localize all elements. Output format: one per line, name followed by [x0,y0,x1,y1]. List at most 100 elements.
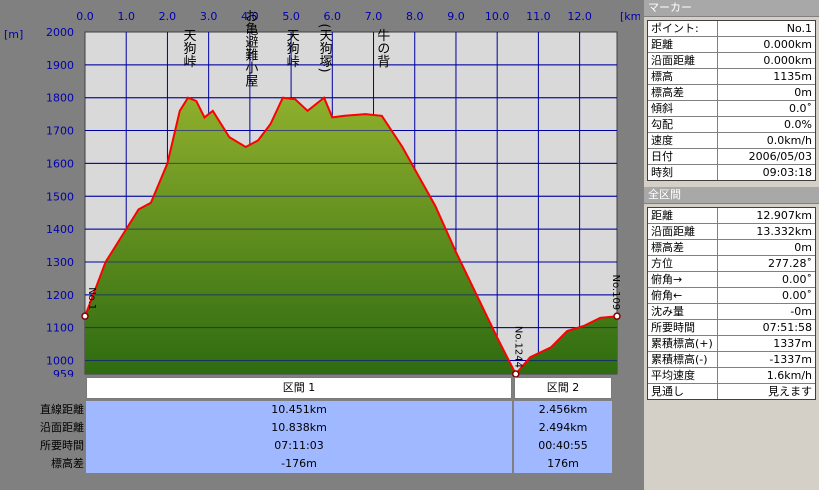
marker-dot[interactable] [81,312,89,320]
info-key: 標高 [648,69,718,84]
info-value: -0m [790,305,812,318]
info-value: 2006/05/03 [748,150,812,163]
info-key: 所要時間 [648,320,718,335]
info-value: 1337m [773,337,812,350]
marker-dot[interactable] [613,312,621,320]
info-value: 0.0˚ [789,102,812,115]
peak-label: お亀避難小屋 [242,9,257,88]
info-key: 沿面距離 [648,224,718,239]
info-value: 13.332km [756,225,812,238]
y-tick-label: 1800 [46,92,74,105]
x-tick-label: 12.0 [567,10,592,23]
info-row: 俯角→ 0.00˚ [648,272,815,288]
x-tick-label: 3.0 [200,10,218,23]
section-1-value: -176m [86,455,512,473]
marker-label: No.1 [86,287,97,310]
y-tick-label: 1400 [46,223,74,236]
horizontal-grid-overlay [85,64,617,362]
row-label: 標高差 [51,457,84,470]
info-row: 標高差 0m [648,85,815,101]
section-table: 区間 1 区間 2 直線距離 10.451km 2.456km 沿面距離 10.… [0,377,640,490]
info-value: 1.6km/h [766,369,812,382]
info-panel: マーカー ポイント: No.1 距離 0.000km 沿面距離 0.000km 標高 1135… [644,0,819,490]
y-tick-label: 1000 [46,355,74,368]
section-2-value: 00:40:55 [514,437,612,455]
info-value: 0m [794,86,812,99]
y-tick-label: 959 [53,368,74,377]
x-tick-label: 11.0 [526,10,551,23]
info-key: 標高差 [648,85,718,100]
marker-dot[interactable] [511,370,520,377]
y-axis-ticks: 2000 1900 1800 1700 1600 1500 1400 1300 1200 1100… [46,26,74,377]
info-row: 傾斜 0.0˚ [648,101,815,117]
info-key: 累積標高(+) [648,336,718,351]
info-row: 方位 277.28˚ [648,256,815,272]
y-tick-label: 1600 [46,157,74,170]
info-row: 所要時間 07:51:58 [648,320,815,336]
info-key: 俯角→ [648,272,718,287]
info-row: 時刻 09:03:18 [648,165,815,180]
peak-label: (天狗塚) [317,23,333,72]
info-value: 0.00˚ [782,273,812,286]
y-tick-label: 1200 [46,289,74,302]
x-axis-ticks: 0.0 1.0 2.0 3.0 4.0 5.0 6.0 7.0 8.0 9.0 10.0 11.0 12… [76,10,592,23]
y-tick-label: 2000 [46,26,74,39]
info-value: 09:03:18 [762,166,812,179]
info-key: 日付 [648,149,718,164]
info-row: 距離 12.907km [648,208,815,224]
info-value: 0.000km [763,54,812,67]
info-value: No.1 [786,22,812,35]
info-row: 速度 0.0km/h [648,133,815,149]
info-key: 平均速度 [648,368,718,383]
x-tick-label: 9.0 [447,10,465,23]
y-tick-label: 1700 [46,125,74,138]
y-tick-label: 1900 [46,59,74,72]
section-1-value: 07:11:03 [86,437,512,455]
x-tick-label: 5.0 [282,10,300,23]
info-value: 277.28˚ [768,257,812,270]
info-key: 標高差 [648,240,718,255]
row-label: 沿面距離 [40,421,84,434]
info-key: ポイント: [648,21,718,36]
info-value: 12.907km [756,209,812,222]
info-row: 距離 0.000km [648,37,815,53]
section-1-value: 10.838km [86,419,512,437]
elevation-chart: 0.0 1.0 2.0 3.0 4.0 5.0 6.0 7.0 8.0 9.0 10.0 11.0 12… [4,9,640,377]
info-row: 累積標高(-) -1337m [648,352,815,368]
peak-label: 天狗峠 [284,29,300,68]
row-label: 直線距離 [40,403,84,416]
info-key: 時刻 [648,165,718,180]
x-tick-label: 7.0 [365,10,383,23]
info-key: 沈み量 [648,304,718,319]
info-key: 勾配 [648,117,718,132]
info-row: 平均速度 1.6km/h [648,368,815,384]
info-row: 勾配 0.0% [648,117,815,133]
peak-label: 天狗峠 [181,29,197,68]
y-tick-label: 1500 [46,190,74,203]
info-key: 方位 [648,256,718,271]
info-row: 累積標高(+) 1337m [648,336,815,352]
info-row: ポイント: No.1 [648,21,815,37]
info-row: 沈み量 -0m [648,304,815,320]
elevation-line [84,96,618,376]
x-tick-label: 1.0 [117,10,135,23]
info-key: 速度 [648,133,718,148]
info-value: 0m [794,241,812,254]
peak-labels: 天狗峠 お亀避難小屋 天狗峠 (天狗塚) 牛の背 [181,9,390,88]
marker-panel-title: マーカー [644,0,819,17]
y-tick-label: 1100 [46,322,74,335]
point-markers[interactable]: No.1 No.1244 No.109 [81,274,621,377]
y-tick-label: 1300 [46,256,74,269]
section-2-value: 176m [514,455,612,473]
section-1-header[interactable]: 区間 1 [86,377,512,399]
info-value: 見えます [768,385,812,398]
info-key: 俯角← [648,288,718,303]
info-key: 距離 [648,37,718,52]
info-row: 沿面距離 13.332km [648,224,815,240]
info-key: 累積標高(-) [648,352,718,367]
info-row: 日付 2006/05/03 [648,149,815,165]
section-2-header[interactable]: 区間 2 [514,377,612,399]
x-tick-label: 0.0 [76,10,94,23]
info-value: 07:51:58 [762,321,812,334]
x-tick-label: 4.0 [241,10,259,23]
